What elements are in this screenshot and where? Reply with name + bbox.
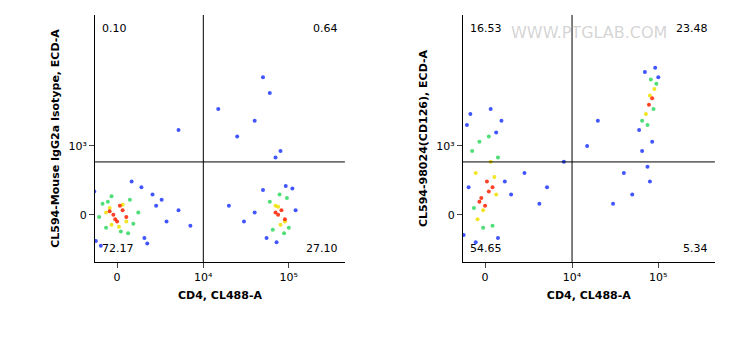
svg-text:16.53: 16.53 xyxy=(470,22,502,35)
svg-text:CD4, CL488-A: CD4, CL488-A xyxy=(178,289,262,302)
svg-text:5.34: 5.34 xyxy=(683,242,708,255)
svg-text:0.64: 0.64 xyxy=(313,22,338,35)
svg-text:0: 0 xyxy=(114,271,121,284)
svg-text:CL594-Mouse IgG2a Isotype, ECD: CL594-Mouse IgG2a Isotype, ECD-A xyxy=(49,29,62,248)
svg-text:27.10: 27.10 xyxy=(306,242,338,255)
svg-text:CL594-98024(CD126), ECD-A: CL594-98024(CD126), ECD-A xyxy=(417,49,430,227)
svg-text:10³: 10³ xyxy=(436,140,454,153)
svg-text:10⁵: 10⁵ xyxy=(280,271,298,284)
svg-text:WWW.PTGLAB.COM: WWW.PTGLAB.COM xyxy=(511,23,667,42)
svg-text:0: 0 xyxy=(80,209,87,222)
svg-text:72.17: 72.17 xyxy=(102,242,134,255)
svg-text:0: 0 xyxy=(448,209,455,222)
svg-text:CD4, CL488-A: CD4, CL488-A xyxy=(547,289,631,302)
svg-text:54.65: 54.65 xyxy=(470,242,502,255)
svg-text:10⁴: 10⁴ xyxy=(194,271,213,284)
svg-text:10⁵: 10⁵ xyxy=(649,271,667,284)
svg-text:10⁴: 10⁴ xyxy=(563,271,582,284)
svg-text:10³: 10³ xyxy=(68,140,86,153)
svg-text:0.10: 0.10 xyxy=(102,22,127,35)
svg-text:0: 0 xyxy=(482,271,489,284)
svg-text:23.48: 23.48 xyxy=(676,22,708,35)
